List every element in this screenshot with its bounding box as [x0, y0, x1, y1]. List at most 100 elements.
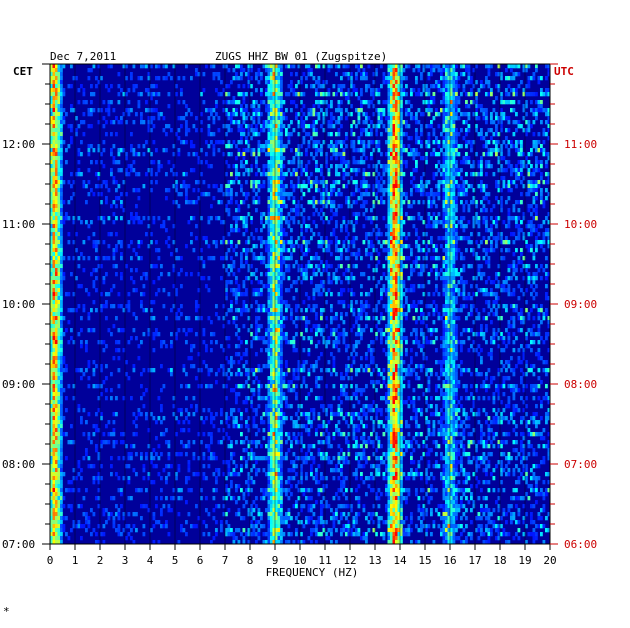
heatmap-cell	[540, 172, 543, 177]
heatmap-cell	[315, 256, 318, 261]
heatmap-cell	[345, 184, 348, 189]
heatmap-cell	[72, 216, 76, 221]
heatmap-cell	[275, 244, 278, 249]
heatmap-cell	[445, 288, 448, 293]
heatmap-cell	[390, 172, 393, 177]
heatmap-cell	[412, 300, 416, 305]
heatmap-cell	[267, 160, 271, 165]
heatmap-cell	[225, 292, 228, 297]
heatmap-cell	[455, 84, 458, 89]
heatmap-cell	[302, 112, 306, 117]
heatmap-cell	[357, 160, 361, 165]
heatmap-cell	[267, 260, 271, 265]
heatmap-cell	[325, 316, 328, 321]
heatmap-cell	[285, 192, 288, 197]
heatmap-cell	[480, 288, 483, 293]
heatmap-cell	[362, 120, 366, 125]
heatmap-cell	[405, 100, 408, 105]
heatmap-cell	[92, 284, 96, 289]
heatmap-cell	[390, 264, 393, 269]
heatmap-cell	[270, 104, 273, 109]
heatmap-cell	[237, 288, 241, 293]
heatmap-cell	[417, 256, 421, 261]
heatmap-cell	[547, 68, 551, 73]
heatmap-cell	[57, 204, 61, 209]
heatmap-cell	[397, 152, 401, 157]
heatmap-cell	[320, 280, 323, 285]
heatmap-cell	[362, 148, 366, 153]
heatmap-cell	[175, 184, 178, 189]
heatmap-cell	[290, 284, 293, 289]
heatmap-cell	[390, 252, 393, 257]
heatmap-cell	[545, 284, 548, 289]
heatmap-cell	[500, 236, 503, 241]
heatmap-cell	[362, 224, 366, 229]
heatmap-cell	[390, 116, 393, 121]
heatmap-cell	[202, 264, 206, 269]
heatmap-cell	[337, 116, 341, 121]
heatmap-cell	[390, 228, 393, 233]
heatmap-cell	[55, 288, 58, 293]
heatmap-cell	[270, 160, 273, 165]
heatmap-cell	[177, 316, 181, 321]
heatmap-cell	[305, 84, 308, 89]
heatmap-cell	[397, 140, 401, 145]
heatmap-cell	[347, 92, 351, 97]
heatmap-cell	[402, 220, 406, 225]
heatmap-cell	[182, 76, 186, 81]
heatmap-cell	[515, 144, 518, 149]
heatmap-cell	[387, 236, 391, 241]
heatmap-cell	[507, 268, 511, 273]
heatmap-cell	[392, 304, 396, 309]
heatmap-cell	[267, 96, 271, 101]
heatmap-cell	[535, 204, 538, 209]
heatmap-cell	[220, 220, 223, 225]
heatmap-cell	[422, 232, 426, 237]
heatmap-cell	[137, 104, 141, 109]
heatmap-cell	[447, 200, 451, 205]
heatmap-cell	[450, 148, 453, 153]
heatmap-cell	[467, 112, 471, 117]
heatmap-cell	[245, 116, 248, 121]
heatmap-cell	[387, 304, 391, 309]
heatmap-cell	[452, 128, 456, 133]
heatmap-cell	[450, 100, 453, 105]
heatmap-cell	[415, 164, 418, 169]
heatmap-cell	[482, 84, 486, 89]
heatmap-cell	[337, 188, 341, 193]
heatmap-cell	[372, 80, 376, 85]
heatmap-cell	[150, 172, 153, 177]
heatmap-cell	[435, 84, 438, 89]
heatmap-cell	[435, 256, 438, 261]
heatmap-cell	[267, 148, 271, 153]
heatmap-cell	[260, 144, 263, 149]
heatmap-cell	[322, 92, 326, 97]
heatmap-cell	[267, 272, 271, 277]
heatmap-cell	[405, 64, 408, 69]
heatmap-cell	[325, 160, 328, 165]
heatmap-cell	[547, 228, 551, 233]
heatmap-cell	[347, 232, 351, 237]
heatmap-cell	[432, 92, 436, 97]
heatmap-cell	[240, 164, 243, 169]
heatmap-cell	[55, 244, 58, 249]
heatmap-cell	[400, 252, 403, 257]
heatmap-cell	[445, 120, 448, 125]
heatmap-cell	[372, 72, 376, 77]
heatmap-cell	[337, 180, 341, 185]
heatmap-cell	[280, 68, 283, 73]
heatmap-cell	[222, 192, 226, 197]
heatmap-cell	[277, 296, 281, 301]
heatmap-cell	[532, 252, 536, 257]
heatmap-cell	[202, 276, 206, 281]
heatmap-cell	[392, 288, 396, 293]
heatmap-cell	[462, 208, 466, 213]
heatmap-cell	[185, 188, 188, 193]
heatmap-cell	[285, 116, 288, 121]
heatmap-cell	[505, 248, 508, 253]
heatmap-cell	[70, 140, 73, 145]
heatmap-cell	[107, 216, 111, 221]
heatmap-cell	[535, 68, 538, 73]
heatmap-cell	[352, 88, 356, 93]
heatmap-cell	[442, 312, 446, 317]
